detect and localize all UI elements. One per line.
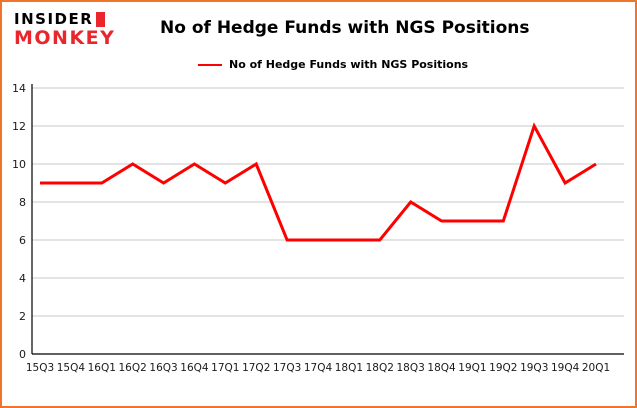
y-tick-label: 12: [12, 120, 26, 133]
x-tick-label: 19Q1: [458, 362, 486, 374]
y-tick-label: 8: [19, 196, 26, 209]
x-tick-label: 18Q4: [427, 362, 456, 374]
x-tick-label: 19Q4: [551, 362, 580, 374]
x-tick-label: 19Q2: [489, 362, 517, 374]
x-tick-label: 16Q2: [119, 362, 147, 374]
logo-insider-text: INSIDER: [14, 10, 94, 28]
logo-line1: INSIDER: [14, 11, 115, 28]
x-tick-label: 18Q2: [366, 362, 394, 374]
logo-monkey-text: MONKEY: [14, 26, 116, 49]
y-tick-label: 10: [12, 158, 26, 171]
insider-monkey-logo: INSIDER MONKEY: [14, 11, 115, 48]
chart-title: No of Hedge Funds with NGS Positions: [160, 18, 530, 38]
x-tick-label: 18Q1: [335, 362, 363, 374]
y-tick-label: 14: [12, 82, 26, 95]
x-tick-label: 17Q2: [242, 362, 270, 374]
x-tick-label: 15Q3: [26, 362, 54, 374]
y-tick-label: 6: [19, 234, 26, 247]
logo-red-block-icon: [96, 11, 106, 27]
x-tick-label: 16Q4: [180, 362, 209, 374]
legend-line-swatch-icon: [198, 63, 222, 66]
x-tick-label: 15Q4: [57, 362, 86, 374]
legend-label: No of Hedge Funds with NGS Positions: [229, 58, 469, 71]
y-tick-label: 0: [19, 348, 26, 361]
x-tick-label: 18Q3: [397, 362, 425, 374]
data-line-series: [40, 122, 597, 242]
x-tick-label: 17Q1: [211, 362, 239, 374]
x-tick-label: 16Q3: [149, 362, 177, 374]
x-tick-label: 16Q1: [88, 362, 116, 374]
x-tick-label: 19Q3: [520, 362, 548, 374]
legend: No of Hedge Funds with NGS Positions: [198, 58, 468, 71]
y-tick-label: 4: [19, 272, 26, 285]
x-tick-label: 20Q1: [582, 362, 610, 374]
x-tick-label: 17Q3: [273, 362, 301, 374]
x-tick-label: 17Q4: [304, 362, 333, 374]
y-tick-label: 2: [19, 310, 26, 323]
